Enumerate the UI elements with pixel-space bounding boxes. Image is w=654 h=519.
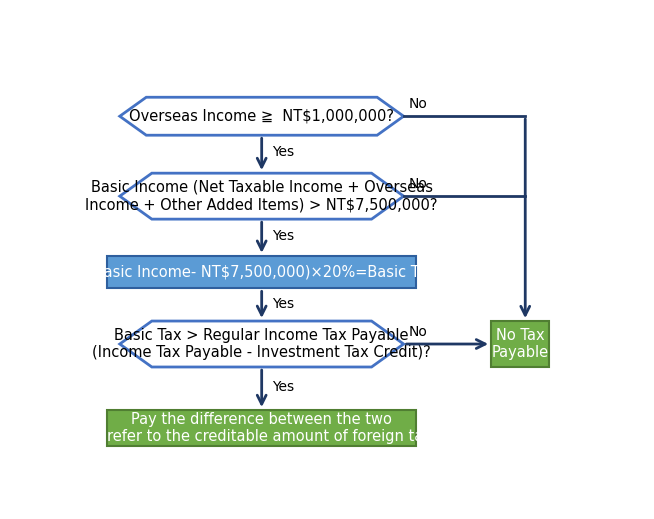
Text: Yes: Yes: [272, 297, 294, 311]
Text: Basic Tax > Regular Income Tax Payable
(Income Tax Payable - Investment Tax Cred: Basic Tax > Regular Income Tax Payable (…: [92, 328, 431, 360]
FancyBboxPatch shape: [491, 321, 549, 367]
Text: Yes: Yes: [272, 229, 294, 243]
Polygon shape: [120, 97, 404, 135]
Text: Yes: Yes: [272, 145, 294, 159]
Text: Overseas Income ≧  NT$1,000,000?: Overseas Income ≧ NT$1,000,000?: [129, 108, 394, 124]
Polygon shape: [120, 173, 404, 219]
Text: No: No: [409, 98, 428, 112]
FancyBboxPatch shape: [107, 256, 416, 289]
Text: No: No: [409, 325, 428, 339]
Polygon shape: [120, 321, 404, 367]
FancyBboxPatch shape: [107, 410, 416, 446]
Text: Basic Income (Net Taxable Income + Overseas
Income + Other Added Items) > NT$7,5: Basic Income (Net Taxable Income + Overs…: [86, 180, 438, 212]
Text: Yes: Yes: [272, 380, 294, 394]
Text: No: No: [409, 177, 428, 192]
Text: (Basic Income- NT$7,500,000)×20%=Basic Tax: (Basic Income- NT$7,500,000)×20%=Basic T…: [88, 265, 435, 280]
Text: Pay the difference between the two
(Please refer to the creditable amount of for: Pay the difference between the two (Plea…: [49, 412, 474, 444]
Text: No Tax
Payable: No Tax Payable: [492, 328, 549, 360]
